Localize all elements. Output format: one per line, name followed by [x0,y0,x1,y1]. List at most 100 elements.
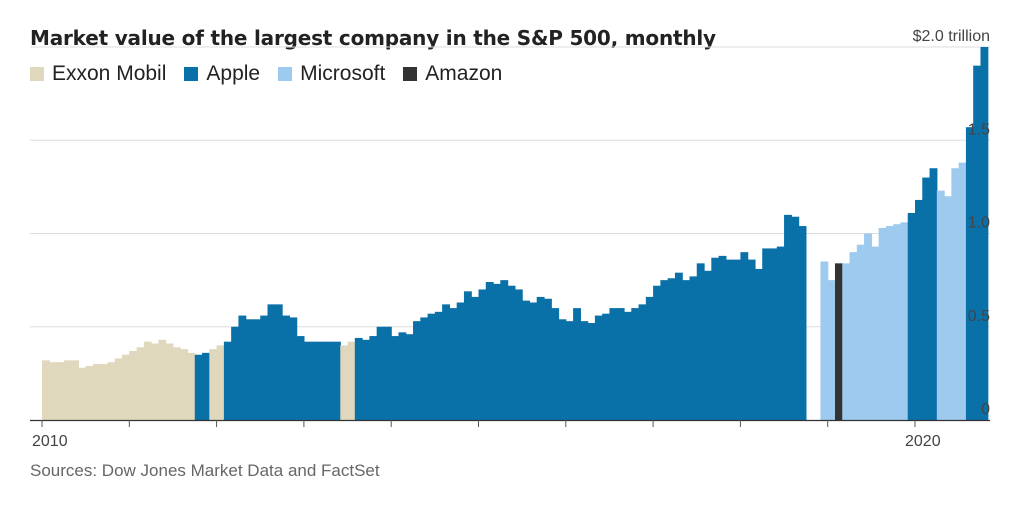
bar-apple [638,304,647,420]
bar-apple [252,319,261,420]
bar-apple [333,341,341,420]
bar-exxon-mobil [100,364,109,420]
bar-microsoft [849,252,858,420]
bar-exxon-mobil [49,362,58,420]
bar-apple [740,252,749,420]
bar-apple [282,315,290,420]
legend-swatch-exxon [30,67,44,81]
bar-exxon-mobil [92,364,101,420]
bar-microsoft [820,261,829,420]
bar-apple [907,212,916,420]
bar-apple [434,311,443,420]
legend-label-microsoft: Microsoft [300,62,386,85]
bar-apple [303,341,312,420]
bar-apple [325,341,334,420]
bar-apple [289,317,298,420]
bar-apple [405,334,414,420]
bars [42,47,989,421]
bar-apple [798,226,807,420]
bar-apple [682,280,691,421]
bar-apple [594,315,603,420]
bar-apple [471,296,480,420]
bar-apple [354,337,363,420]
bar-apple [609,308,618,420]
bar-apple [456,302,465,420]
bar-exxon-mobil [71,360,79,420]
bar-apple [587,323,596,420]
bar-apple [791,216,800,420]
bar-apple [383,326,392,420]
bar-exxon-mobil [56,362,65,420]
bar-apple [296,336,305,420]
bar-exxon-mobil [158,339,167,420]
legend-item-exxon: Exxon Mobil [30,62,166,86]
bar-apple [922,177,931,420]
bar-apple [580,321,589,420]
bar-exxon-mobil [143,341,152,420]
legend: Exxon Mobil Apple Microsoft Amazon [30,62,502,86]
bar-apple [238,315,247,420]
legend-item-microsoft: Microsoft [278,62,385,86]
bar-exxon-mobil [165,343,174,420]
y-tick-label: 0.5 [968,308,990,325]
bar-apple [420,317,429,420]
y-tick-label: $2.0 trillion [913,28,990,45]
legend-item-amazon: Amazon [403,62,502,86]
bar-exxon-mobil [107,362,116,420]
bar-apple [973,65,982,421]
bar-microsoft [871,246,880,420]
chart-title: Market value of the largest company in t… [30,26,716,50]
bar-apple [565,321,574,420]
bar-exxon-mobil [78,367,87,420]
bar-exxon-mobil [122,354,130,420]
bar-microsoft [958,162,967,420]
bar-exxon-mobil [63,360,72,420]
bar-microsoft [827,280,836,421]
bar-apple [398,332,407,420]
bar-apple [660,280,669,421]
bar-apple [711,257,720,420]
legend-label-exxon: Exxon Mobil [52,62,167,85]
bar-exxon-mobil [42,360,50,420]
bar-exxon-mobil [340,345,349,420]
bar-microsoft [856,244,865,420]
bar-apple [260,315,269,420]
bar-exxon-mobil [151,343,160,420]
legend-swatch-apple [184,67,199,81]
bar-apple [718,255,727,420]
bar-apple [624,311,632,420]
bar-microsoft [842,263,851,420]
bar-apple [616,308,625,420]
bar-apple [543,298,552,420]
bar-apple [376,326,385,420]
bar-microsoft [900,222,909,420]
bar-apple [413,321,421,420]
bar-microsoft [885,226,894,420]
bar-apple [362,339,370,420]
bar-apple [194,354,203,420]
bar-microsoft [878,227,887,420]
bar-apple [573,308,581,420]
bar-apple [318,341,327,420]
bar-exxon-mobil [216,345,225,420]
bar-exxon-mobil [209,349,218,420]
bar-microsoft [936,190,945,420]
bar-apple [500,280,509,421]
bar-microsoft [951,168,960,420]
bar-exxon-mobil [129,351,138,420]
bar-apple [696,263,705,420]
bar-apple [980,47,989,420]
bar-microsoft [944,196,952,420]
bar-apple [231,326,240,420]
bar-apple [478,289,487,420]
y-tick-label: 1.5 [968,121,990,138]
bar-apple [929,168,938,420]
bar-apple [369,336,378,420]
bar-amazon [834,263,843,420]
bar-apple [507,285,516,420]
bar-apple [522,300,531,420]
bar-apple [631,308,640,420]
bar-apple [965,127,974,420]
bar-apple [558,319,567,420]
bar-apple [442,304,451,420]
